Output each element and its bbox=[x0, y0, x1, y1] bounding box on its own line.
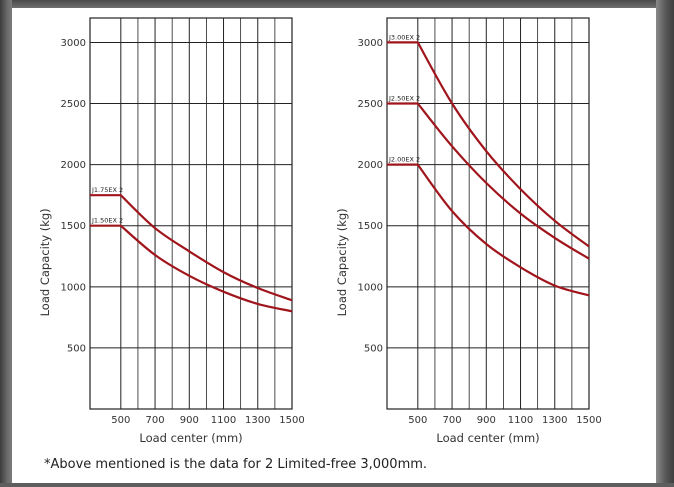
x-axis-label: Load center (mm) bbox=[436, 431, 539, 445]
x-axis-label: Load center (mm) bbox=[139, 431, 242, 445]
x-tick-label: 500 bbox=[408, 415, 427, 426]
x-tick-label: 1300 bbox=[542, 415, 567, 426]
y-axis-label: Load Capacity (kg) bbox=[335, 208, 349, 316]
y-tick-label: 2500 bbox=[358, 99, 383, 110]
frame-right bbox=[656, 0, 674, 483]
frame-left bbox=[0, 0, 12, 483]
plot-frame bbox=[386, 17, 590, 410]
series-line bbox=[387, 163, 590, 297]
chart-left: 500 1000 1500 2000 2500 3000 500 700 900 1100 1300… bbox=[38, 17, 305, 445]
x-tick-label: 500 bbox=[111, 415, 130, 426]
y-tick-label: 3000 bbox=[61, 38, 86, 49]
x-tick-label: 900 bbox=[477, 415, 496, 426]
x-tick-label: 1500 bbox=[279, 415, 304, 426]
x-tick-label: 700 bbox=[443, 415, 462, 426]
y-tick-label: 1500 bbox=[358, 221, 383, 232]
y-tick-label: 500 bbox=[364, 343, 383, 354]
x-tick-label: 1500 bbox=[576, 415, 601, 426]
series-label: J1.50EX 2 bbox=[91, 217, 123, 225]
y-tick-label: 1500 bbox=[61, 221, 86, 232]
y-tick-label: 1000 bbox=[61, 282, 86, 293]
x-tick-label: 1300 bbox=[245, 415, 270, 426]
y-axis-label: Load Capacity (kg) bbox=[38, 208, 52, 316]
y-tick-label: 3000 bbox=[358, 38, 383, 49]
series-line bbox=[387, 41, 590, 248]
x-tick-label: 700 bbox=[146, 415, 165, 426]
y-tick-label: 2000 bbox=[61, 160, 86, 171]
charts-svg: 500 1000 1500 2000 2500 3000 500 700 900 1100 1300… bbox=[38, 17, 602, 445]
y-tick-label: 1000 bbox=[358, 282, 383, 293]
series-line bbox=[90, 194, 293, 302]
frame-top bbox=[0, 0, 674, 8]
plot-frame bbox=[89, 17, 293, 410]
series-label: J1.75EX 2 bbox=[91, 186, 123, 194]
footnote: *Above mentioned is the data for 2 Limit… bbox=[44, 457, 428, 472]
series-line bbox=[90, 224, 293, 313]
chart-right: 500 1000 1500 2000 2500 3000 500 700 900 1100 1300… bbox=[335, 17, 602, 445]
series-label: J2.50EX 2 bbox=[388, 95, 420, 103]
y-tick-label: 500 bbox=[67, 343, 86, 354]
chart-panel: 500 1000 1500 2000 2500 3000 500 700 900 1100 1300… bbox=[12, 8, 656, 483]
series-label: J2.00EX 2 bbox=[388, 156, 420, 164]
x-tick-label: 1100 bbox=[508, 415, 533, 426]
y-tick-label: 2000 bbox=[358, 160, 383, 171]
series-label: J3.00EX 2 bbox=[388, 33, 420, 41]
x-tick-label: 1100 bbox=[211, 415, 236, 426]
y-tick-label: 2500 bbox=[61, 99, 86, 110]
x-tick-label: 900 bbox=[180, 415, 199, 426]
series-line bbox=[387, 102, 590, 260]
